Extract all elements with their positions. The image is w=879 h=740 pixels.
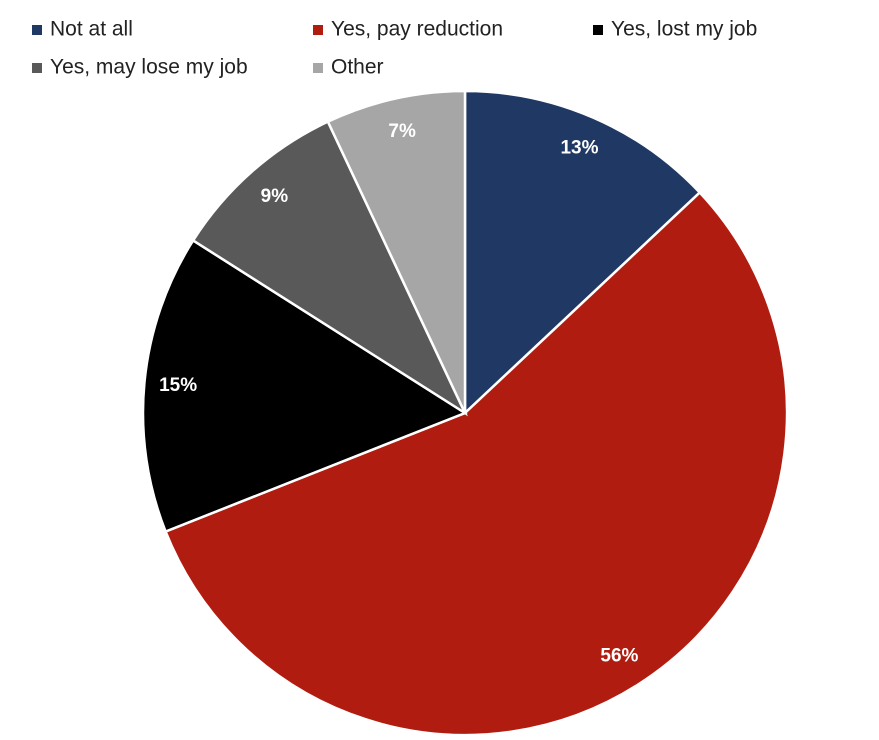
legend-marker — [313, 63, 323, 73]
legend-marker — [32, 63, 42, 73]
legend-label: Not at all — [50, 18, 133, 41]
data-label: 7% — [388, 121, 416, 142]
data-label: 9% — [261, 186, 289, 207]
pie-slice — [326, 89, 467, 414]
data-label: 15% — [159, 375, 197, 396]
pie-slice — [463, 89, 702, 416]
legend-label: Yes, may lose my job — [50, 56, 248, 79]
legend-label: Yes, pay reduction — [331, 18, 503, 41]
legend-marker — [313, 25, 323, 35]
legend-label: Yes, lost my job — [611, 18, 757, 41]
data-label: 13% — [560, 138, 598, 159]
legend-marker — [593, 25, 603, 35]
pie-slice — [141, 238, 468, 534]
legend-label: Other — [331, 56, 384, 79]
pie-slice — [163, 190, 789, 737]
legend-marker — [32, 25, 42, 35]
pie-slice — [191, 119, 468, 417]
data-label: 56% — [600, 645, 638, 666]
